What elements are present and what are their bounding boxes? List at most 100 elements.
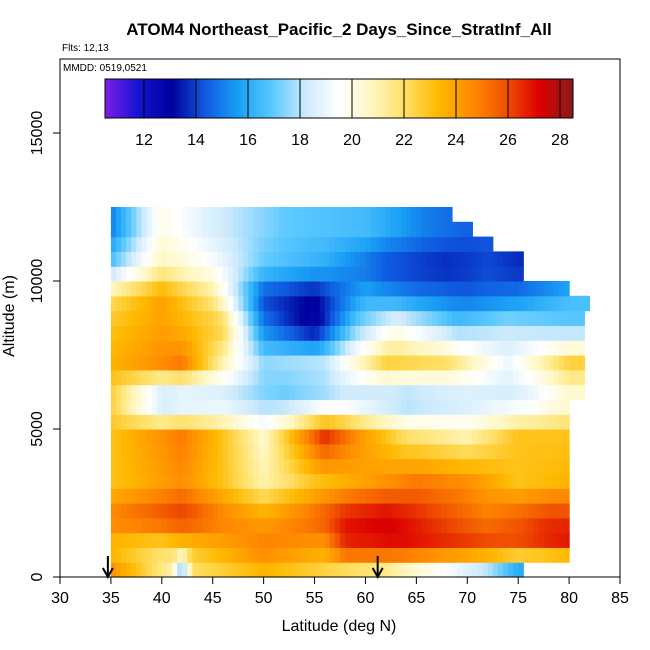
colorbar-swatch [271, 79, 275, 118]
heatmap-cell [482, 384, 489, 400]
heatmap-cell [472, 458, 479, 474]
heatmap-cell [217, 236, 224, 252]
heatmap-cell [314, 340, 321, 356]
heatmap-cell [110, 384, 117, 400]
heatmap-cell [182, 310, 188, 326]
heatmap-cell [131, 429, 137, 445]
heatmap-cell [538, 295, 545, 312]
heatmap-cell [278, 251, 285, 267]
colorbar-swatch [528, 79, 532, 118]
heatmap-cell [284, 295, 290, 312]
heatmap-cell [497, 325, 504, 341]
heatmap-cell [401, 399, 407, 415]
colorbar-swatch [159, 79, 163, 118]
heatmap-cell [350, 369, 356, 386]
heatmap-cell [467, 547, 473, 563]
heatmap-cell [202, 310, 209, 326]
colorbar-tick-label: 16 [239, 132, 257, 149]
colorbar-swatch [115, 79, 119, 118]
heatmap-cell [558, 295, 565, 312]
heatmap-cell [161, 547, 168, 563]
heatmap-cell [151, 325, 158, 341]
heatmap-cell [309, 488, 316, 504]
heatmap-cell [289, 532, 295, 548]
heatmap-cell [467, 458, 473, 474]
heatmap-cell [304, 399, 311, 415]
heatmap-cell [329, 369, 336, 386]
colorbar-swatch [310, 79, 314, 118]
heatmap-cell [334, 251, 341, 267]
flights-label: Flts: 12,13 [62, 43, 109, 54]
heatmap-cell [380, 458, 387, 474]
heatmap-cell [324, 443, 331, 460]
heatmap-cell [406, 369, 412, 386]
heatmap-cell [253, 547, 260, 563]
heatmap-cell [151, 236, 158, 252]
heatmap-cell [228, 325, 234, 341]
colorbar-swatch [443, 79, 446, 118]
heatmap-cell [228, 414, 234, 430]
heatmap-cell [365, 443, 372, 460]
heatmap-cell [258, 221, 265, 238]
heatmap-cell [228, 458, 234, 474]
colorbar-swatch [492, 79, 496, 118]
heatmap-cell [446, 547, 453, 563]
heatmap-cell [334, 295, 341, 312]
heatmap-cell [146, 281, 153, 297]
colorbar-swatch [110, 79, 114, 118]
heatmap-cell [166, 429, 173, 445]
heatmap-cell [513, 488, 519, 504]
heatmap-cell [508, 251, 514, 267]
heatmap-cell [380, 547, 387, 563]
heatmap-cell [482, 488, 489, 504]
heatmap-cell [553, 340, 560, 356]
x-tick-label: 70 [458, 590, 476, 607]
heatmap-cell [146, 458, 153, 474]
heatmap-cell [187, 547, 193, 563]
heatmap-cell [273, 562, 280, 578]
heatmap-cell [258, 547, 265, 563]
heatmap-cell [441, 310, 448, 326]
heatmap-cell [340, 458, 346, 474]
heatmap-cell [390, 399, 397, 415]
heatmap-cell [304, 458, 311, 474]
heatmap-cell [202, 532, 209, 548]
heatmap-cell [116, 369, 122, 386]
heatmap-cell [177, 266, 183, 282]
heatmap-cell [360, 295, 367, 312]
heatmap-cell [329, 251, 336, 267]
heatmap-cell [187, 443, 193, 460]
heatmap-cell [273, 473, 280, 489]
heatmap-cell [166, 414, 173, 430]
heatmap-cell [258, 473, 265, 489]
heatmap-cell [385, 414, 392, 430]
heatmap-cell [543, 399, 550, 415]
heatmap-cell [273, 266, 280, 282]
heatmap-cell [294, 562, 300, 578]
heatmap-cell [390, 340, 397, 356]
heatmap-cell [314, 281, 321, 297]
heatmap-cell [314, 414, 321, 430]
colorbar-swatch [242, 79, 246, 118]
heatmap-cell [365, 562, 372, 578]
heatmap-cell [441, 325, 448, 341]
heatmap-cell [345, 369, 351, 386]
heatmap-cell [436, 517, 443, 534]
heatmap-cell [136, 236, 143, 252]
heatmap-cell [248, 266, 255, 282]
heatmap-cell [294, 340, 300, 356]
heatmap-cell [411, 236, 417, 252]
heatmap-cell [436, 295, 443, 312]
heatmap-cell [543, 429, 550, 445]
heatmap-cell [141, 547, 148, 563]
heatmap-cell [243, 325, 249, 341]
heatmap-cell [166, 443, 173, 460]
heatmap-cell [365, 503, 372, 519]
heatmap-cell [533, 369, 540, 386]
heatmap-cell [375, 310, 382, 326]
heatmap-cell [217, 562, 224, 578]
heatmap-cell [258, 429, 265, 445]
heatmap-cell [436, 473, 443, 489]
heatmap-cell [324, 473, 331, 489]
heatmap-cell [477, 384, 484, 400]
